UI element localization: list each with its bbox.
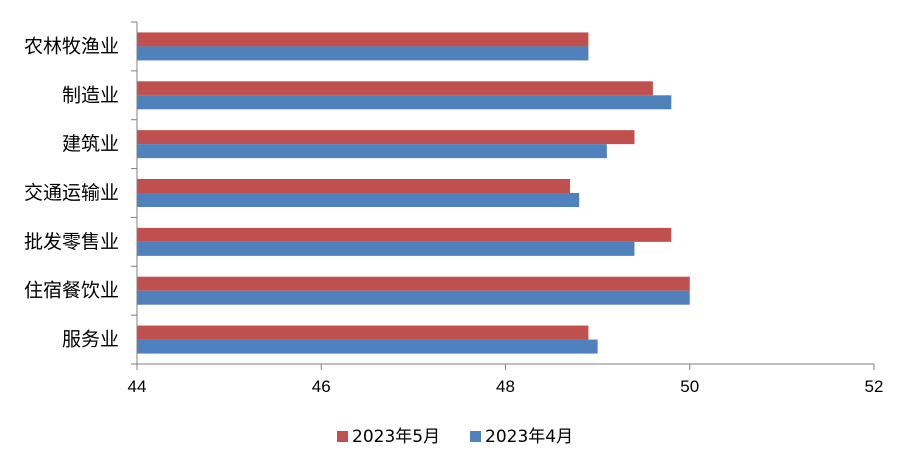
bar-april-4: [137, 241, 635, 256]
category-label: 批发零售业: [24, 231, 119, 253]
x-tick-labels: 44 46 48 50 52: [128, 377, 884, 396]
legend-label-april: 2023年4月: [485, 427, 573, 447]
category-label: 制造业: [62, 84, 119, 106]
bar-may-6: [137, 325, 589, 340]
legend-label-may: 2023年5月: [352, 427, 440, 447]
category-label: 交通运输业: [24, 182, 119, 204]
x-tick-label: 50: [680, 377, 699, 396]
category-label: 建筑业: [62, 133, 119, 155]
bar-may-5: [137, 276, 690, 291]
category-label: 服务业: [62, 329, 119, 351]
x-axis-ticks: [136, 364, 875, 370]
bar-april-2: [137, 144, 607, 159]
bar-may-1: [137, 81, 653, 96]
legend-swatch-april: [470, 431, 481, 442]
x-tick-label: 44: [128, 377, 147, 396]
bar-april-5: [137, 290, 690, 305]
y-axis-ticks: [131, 21, 137, 365]
bar-may-3: [137, 179, 570, 193]
bar-april-3: [137, 193, 580, 207]
bar-april-6: [137, 339, 598, 354]
bar-april-0: [137, 46, 589, 61]
bar-may-2: [137, 130, 635, 145]
legend: 2023年5月 2023年4月: [337, 427, 573, 447]
legend-swatch-may: [337, 431, 348, 442]
x-tick-label: 52: [865, 377, 884, 396]
bar-april-1: [137, 95, 672, 110]
bar-may-0: [137, 32, 589, 47]
bar-may-4: [137, 227, 672, 242]
category-label: 住宿餐饮业: [24, 280, 119, 302]
x-tick-label: 46: [312, 377, 331, 396]
x-tick-label: 48: [496, 377, 515, 396]
category-label: 农林牧渔业: [24, 35, 119, 57]
bars-group: [137, 32, 690, 354]
